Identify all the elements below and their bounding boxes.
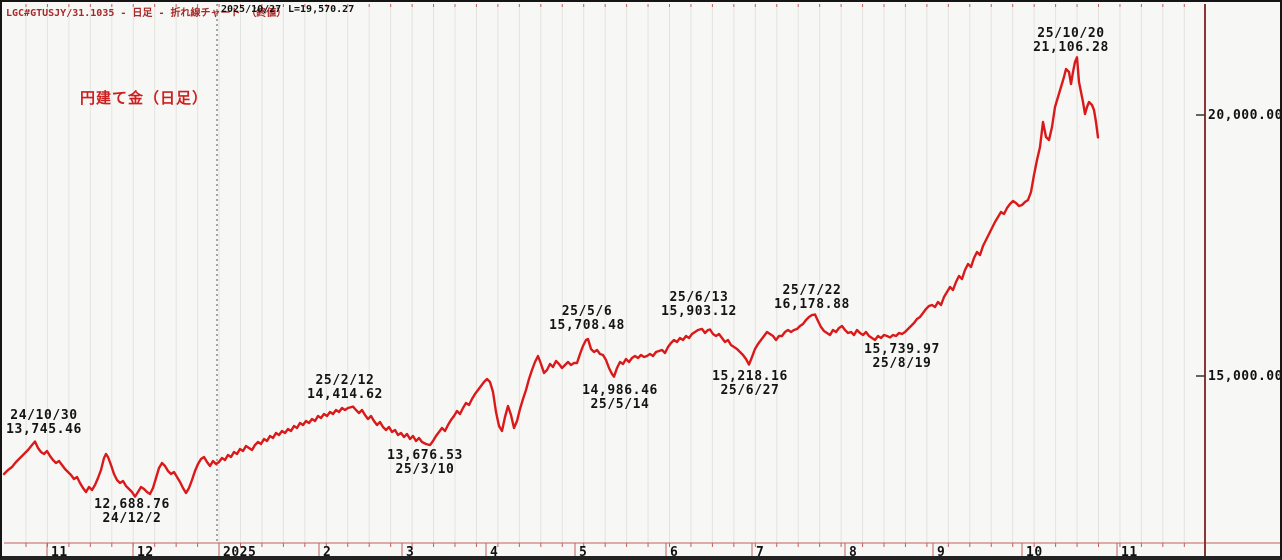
price-line: [2, 56, 1100, 498]
